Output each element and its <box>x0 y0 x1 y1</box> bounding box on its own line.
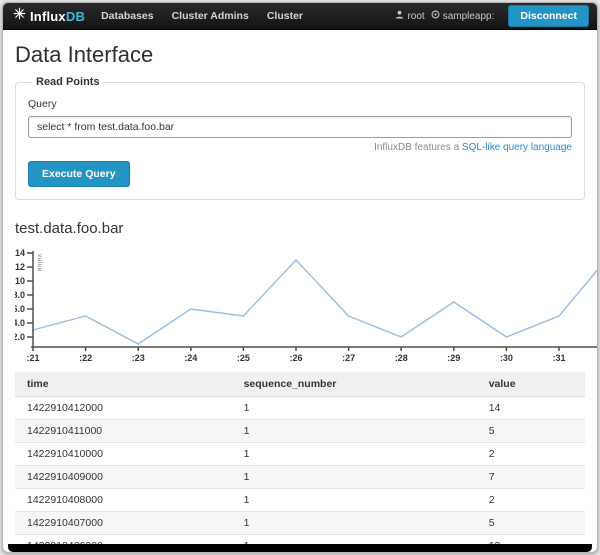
svg-text:6.0: 6.0 <box>15 304 25 314</box>
table-row: 1422910410000 1 2 <box>15 442 585 466</box>
y-axis: 2.0 4.0 6.0 8.0 10 12 14 <box>15 248 34 347</box>
disconnect-button[interactable]: Disconnect <box>508 5 589 27</box>
table-cell: 1 <box>231 442 477 466</box>
svg-text::23: :23 <box>132 353 145 363</box>
table-cell: 2 <box>476 488 585 512</box>
query-input[interactable] <box>28 116 572 138</box>
results-table-header: time sequence_number value <box>15 372 585 397</box>
sql-query-language-link[interactable]: SQL-like query language <box>461 142 572 153</box>
user-icon <box>395 10 404 22</box>
svg-text::30: :30 <box>500 353 513 363</box>
table-cell: 5 <box>476 511 585 535</box>
table-row: 1422910412000 1 14 <box>15 396 585 420</box>
table-cell: 1422910407000 <box>15 511 232 535</box>
table-cell: 1 <box>231 488 477 512</box>
read-points-panel: Read Points Query InfluxDB features a SQ… <box>15 76 585 200</box>
chart-line-series <box>32 258 597 345</box>
table-cell: 2 <box>476 442 585 466</box>
table-cell: 1 <box>231 511 477 535</box>
table-row: 1422910411000 1 5 <box>15 419 585 443</box>
table-cell: 1422910410000 <box>15 442 232 466</box>
table-cell: 1 <box>231 419 477 443</box>
main-content: Data Interface Read Points Query InfluxD… <box>3 42 597 552</box>
navbar-right: root sampleapp: Disconnect <box>395 5 589 27</box>
page-title: Data Interface <box>15 42 154 67</box>
svg-text::29: :29 <box>447 353 460 363</box>
table-row: 1422910408000 1 2 <box>15 488 585 512</box>
nav-item-cluster[interactable]: Cluster <box>266 10 303 22</box>
query-help-text: InfluxDB features a SQL-like query langu… <box>374 142 572 153</box>
y-axis-title: value <box>36 254 43 273</box>
nav-item-cluster-admins[interactable]: Cluster Admins <box>171 10 249 22</box>
x-axis: :21:22:23:24:25:26:27:28:29:30:31:32 <box>26 346 597 363</box>
table-cell: 1422910412000 <box>15 396 232 420</box>
svg-text::22: :22 <box>79 353 92 363</box>
svg-text:8.0: 8.0 <box>15 290 25 300</box>
table-cell: 1422910408000 <box>15 488 232 512</box>
svg-text::28: :28 <box>395 353 408 363</box>
table-cell: 1422910409000 <box>15 465 232 489</box>
table-row: 1422910409000 1 7 <box>15 465 585 489</box>
svg-text:12: 12 <box>15 262 25 272</box>
table-cell: 1422910411000 <box>15 419 232 443</box>
window-bottom-bar <box>8 544 592 552</box>
nav-links: Databases Cluster Admins Cluster <box>101 10 303 22</box>
table-cell: 1 <box>231 396 477 420</box>
chart-title: test.data.foo.bar <box>15 220 124 237</box>
svg-text:10: 10 <box>15 276 25 286</box>
table-row: 1422910407000 1 5 <box>15 511 585 535</box>
query-label: Query <box>28 98 57 110</box>
results-table: time sequence_number value 1422910412000… <box>15 372 585 552</box>
svg-text::26: :26 <box>289 353 302 363</box>
line-chart: value 2.0 4.0 6.0 8.0 10 12 14 :21 :22 :23 :24 :25:… <box>15 247 597 366</box>
brand-text: InfluxDB <box>30 8 86 24</box>
svg-text::25: :25 <box>237 353 250 363</box>
read-points-legend: Read Points <box>36 76 100 88</box>
svg-text:2.0: 2.0 <box>15 332 25 342</box>
svg-text:14: 14 <box>15 248 25 258</box>
svg-text::27: :27 <box>342 353 355 363</box>
influxdb-brand-link[interactable]: InfluxDB <box>13 7 85 25</box>
column-header-sequence-number: sequence_number <box>231 372 477 397</box>
nav-item-databases[interactable]: Databases <box>101 10 154 22</box>
column-header-time: time <box>15 372 232 397</box>
column-header-value: value <box>476 372 585 397</box>
table-cell: 5 <box>476 419 585 443</box>
table-cell: 14 <box>476 396 585 420</box>
navbar: InfluxDB Databases Cluster Admins Cluste… <box>3 3 597 30</box>
table-cell: 1 <box>231 465 477 489</box>
influxdb-logo-icon <box>13 7 26 25</box>
svg-text::24: :24 <box>184 353 197 363</box>
svg-text::21: :21 <box>26 353 39 363</box>
table-cell: 7 <box>476 465 585 489</box>
execute-query-button[interactable]: Execute Query <box>28 161 130 187</box>
current-database: sampleapp: <box>431 10 494 22</box>
current-user: root <box>395 10 425 22</box>
database-icon <box>431 10 440 22</box>
svg-text:4.0: 4.0 <box>15 318 25 328</box>
svg-text::31: :31 <box>552 353 565 363</box>
line-chart-svg: 2.0 4.0 6.0 8.0 10 12 14 :21 :22 :23 :24 :25 :26 :27:… <box>15 248 597 363</box>
